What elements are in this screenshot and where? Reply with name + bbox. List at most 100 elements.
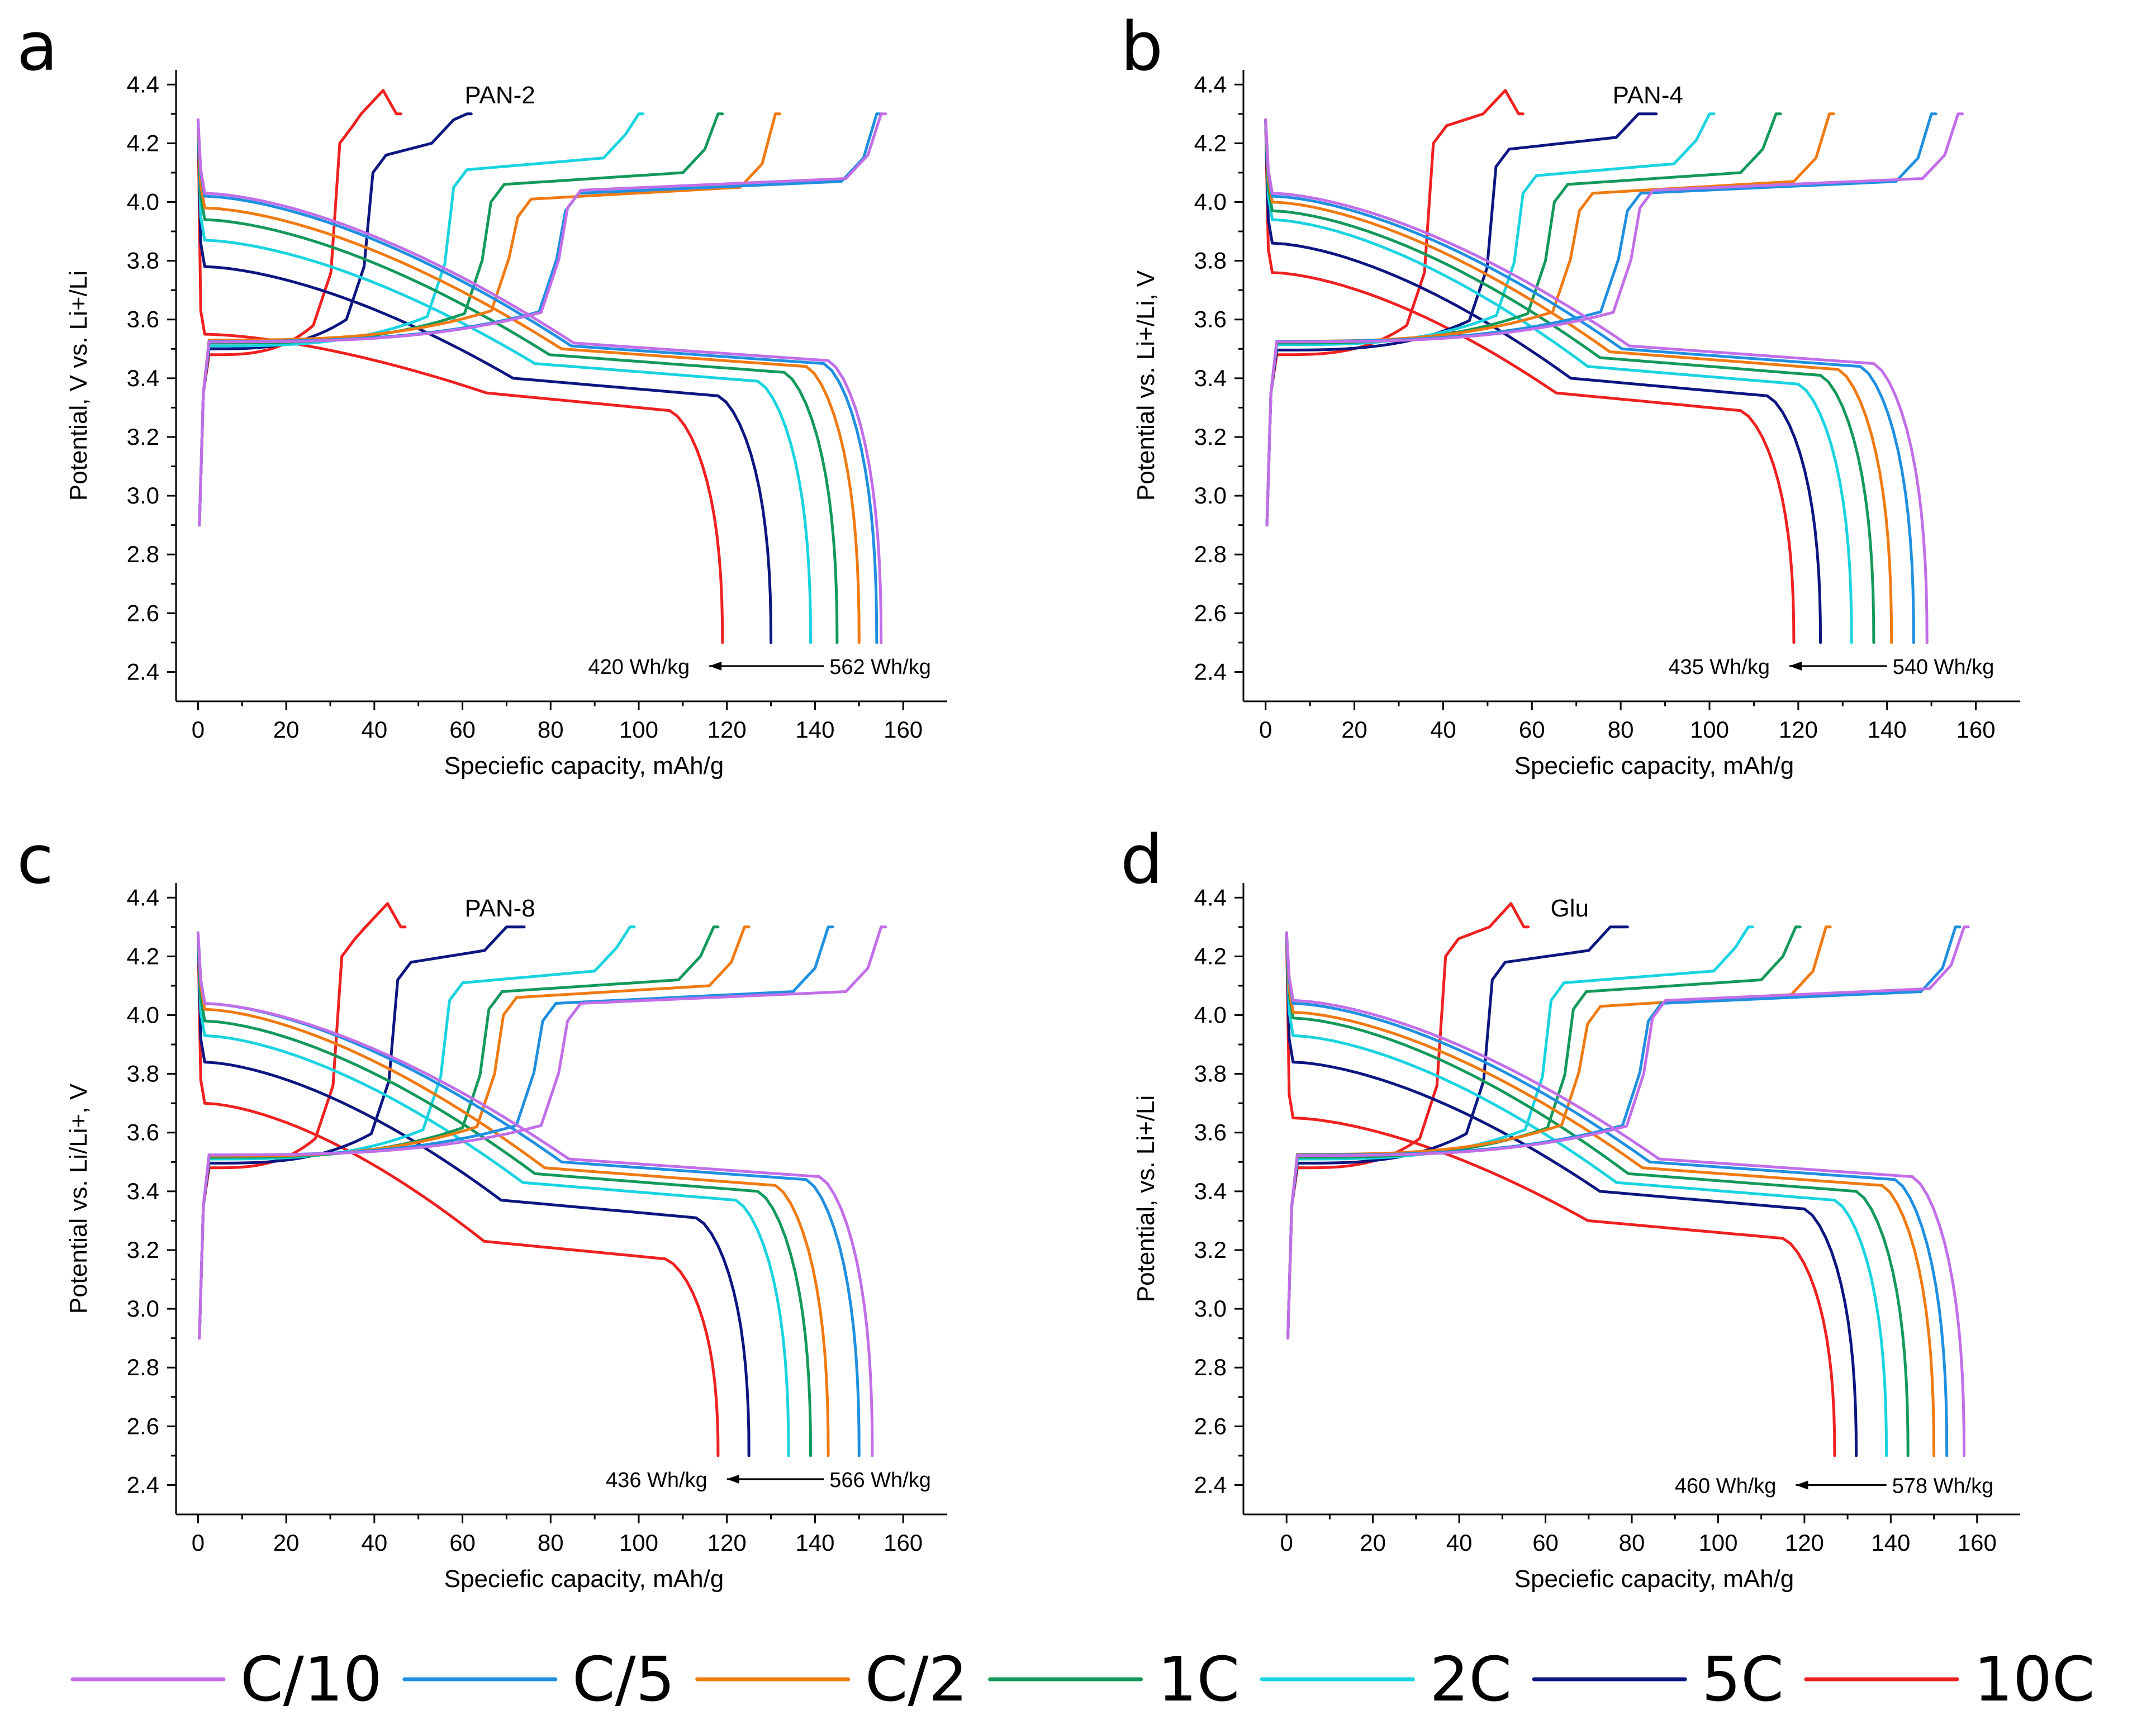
x-tick-label: 0 xyxy=(192,716,205,743)
series-group xyxy=(1264,89,1964,644)
panels: a 0 20 40 60 80 100 120 140 160 2.4 2.6 2.8 3.0 3.2 3.4… xyxy=(17,8,2020,1593)
discharge-curve-C-2 xyxy=(196,118,861,644)
panel-b: b 0 20 40 60 80 100 120 140 160 2.4 2.6 2.8 3.0 3.2 3.4… xyxy=(1120,8,2020,780)
x-tick-label: 60 xyxy=(1519,716,1545,743)
series-group xyxy=(1285,902,1970,1457)
y-tick-label: 3.8 xyxy=(1194,1061,1227,1087)
charge-curve-1C xyxy=(1286,925,1802,1340)
energy-density-low: 436 Wh/kg xyxy=(606,1469,707,1492)
y-tick-label: 4.0 xyxy=(127,189,159,215)
charge-curve-C-10 xyxy=(198,925,887,1340)
y-tick-label: 3.0 xyxy=(1194,482,1227,509)
y-tick-label: 2.8 xyxy=(1194,541,1227,567)
discharge-curve-1C xyxy=(1264,118,1875,644)
charge-curve-2C xyxy=(1286,925,1754,1340)
charge-curve-10C xyxy=(1265,89,1525,527)
panel-c: c 0 20 40 60 80 100 120 140 160 2.4 2.6 2.8 3.0 3.2 3.4… xyxy=(17,821,947,1593)
legend-label: 1C xyxy=(1158,1644,1240,1715)
sample-title: Glu xyxy=(1551,895,1589,922)
arrow-head-icon xyxy=(709,661,722,671)
charge-curve-2C xyxy=(1265,112,1716,527)
discharge-curve-2C xyxy=(196,931,790,1457)
legend-label: C/5 xyxy=(572,1644,675,1715)
x-tick-label: 140 xyxy=(795,1530,834,1556)
sample-title: PAN-8 xyxy=(464,895,535,922)
legend-label: C/2 xyxy=(865,1644,968,1715)
discharge-curve-C-5 xyxy=(1264,118,1915,644)
x-tick-label: 100 xyxy=(1698,1530,1737,1556)
charge-curve-2C xyxy=(198,112,645,527)
y-tick-label: 3.4 xyxy=(127,365,159,391)
x-tick-label: 0 xyxy=(192,1530,205,1556)
x-tick-label: 60 xyxy=(449,1530,476,1556)
charge-curve-5C xyxy=(198,925,526,1340)
x-tick-label: 20 xyxy=(273,716,300,743)
y-tick-label: 4.0 xyxy=(1194,1002,1227,1028)
x-tick-label: 40 xyxy=(1446,1530,1473,1556)
discharge-curve-5C xyxy=(1285,931,1858,1457)
x-tick-label: 100 xyxy=(1690,716,1729,743)
y-tick-label: 4.2 xyxy=(127,943,159,969)
charge-curve-C-10 xyxy=(1265,112,1964,527)
x-tick-label: 160 xyxy=(884,1530,923,1556)
x-tick-label: 140 xyxy=(1868,716,1907,743)
discharge-curve-1C xyxy=(196,931,812,1457)
series-group xyxy=(196,902,887,1457)
x-tick-label: 0 xyxy=(1259,716,1272,743)
y-tick-label: 4.4 xyxy=(127,884,159,910)
y-tick-label: 4.0 xyxy=(127,1002,159,1028)
y-tick-label: 3.0 xyxy=(127,1295,159,1322)
charge-curve-10C xyxy=(198,902,407,1340)
energy-density-high: 566 Wh/kg xyxy=(829,1469,931,1492)
charge-curve-C-10 xyxy=(198,112,887,527)
legend-label: 5C xyxy=(1702,1644,1784,1715)
y-tick-label: 3.6 xyxy=(127,306,159,332)
panel-a: a 0 20 40 60 80 100 120 140 160 2.4 2.6 2.8 3.0 3.2 3.4… xyxy=(17,8,947,780)
discharge-curve-5C xyxy=(196,931,751,1457)
charge-curve-10C xyxy=(198,89,402,527)
x-tick-label: 120 xyxy=(1779,716,1818,743)
discharge-curve-C-10 xyxy=(196,931,874,1457)
panel-d: d 0 20 40 60 80 100 120 140 160 2.4 2.6 2.8 3.0 3.2 3.4… xyxy=(1120,821,2020,1593)
y-tick-label: 3.2 xyxy=(127,424,159,450)
y-axis-title: Potential, V vs. Li+/Li xyxy=(65,270,92,501)
y-tick-label: 3.0 xyxy=(127,482,159,509)
y-tick-label: 2.6 xyxy=(127,1413,159,1439)
x-tick-label: 80 xyxy=(538,1530,564,1556)
discharge-curve-C-2 xyxy=(196,931,830,1457)
y-tick-label: 4.2 xyxy=(1194,130,1227,156)
discharge-curve-2C xyxy=(1285,931,1888,1457)
charge-curve-10C xyxy=(1286,902,1530,1340)
charge-curve-5C xyxy=(1286,925,1629,1340)
discharge-curve-C-2 xyxy=(1285,931,1936,1457)
charge-curve-C-10 xyxy=(1286,925,1970,1340)
discharge-curve-1C xyxy=(1285,931,1910,1457)
charge-curve-5C xyxy=(198,112,473,527)
discharge-curve-1C xyxy=(196,118,839,644)
y-axis-title: Potential vs. Li+/Li, V xyxy=(1132,270,1160,501)
y-tick-label: 2.8 xyxy=(1194,1354,1227,1380)
y-tick-label: 3.6 xyxy=(1194,306,1227,332)
y-tick-label: 4.2 xyxy=(127,130,159,156)
discharge-curve-10C xyxy=(1285,931,1836,1457)
x-tick-label: 160 xyxy=(884,716,923,743)
y-axis-title: Potential, vs. Li+/Li xyxy=(1132,1095,1160,1303)
y-tick-label: 3.2 xyxy=(1194,424,1227,450)
y-tick-label: 3.0 xyxy=(1194,1295,1227,1322)
arrow-head-icon xyxy=(726,1474,739,1484)
legend-label: 10C xyxy=(1974,1644,2095,1715)
energy-density-high: 562 Wh/kg xyxy=(829,656,931,679)
energy-density-low: 460 Wh/kg xyxy=(1675,1474,1777,1498)
x-axis-title: Speciefic capacity, mAh/g xyxy=(1514,1565,1794,1593)
y-tick-label: 3.6 xyxy=(1194,1119,1227,1146)
y-tick-label: 3.2 xyxy=(1194,1237,1227,1263)
x-tick-label: 0 xyxy=(1280,1530,1293,1556)
x-tick-label: 40 xyxy=(361,716,387,743)
x-axis-title: Speciefic capacity, mAh/g xyxy=(444,1565,724,1593)
discharge-curve-10C xyxy=(196,931,720,1457)
legend-label: 2C xyxy=(1430,1644,1512,1715)
legend: C/10 C/5 C/2 1C 2C 5C 10C xyxy=(70,1644,2095,1715)
discharge-curve-C-5 xyxy=(1285,931,1949,1457)
y-tick-label: 3.2 xyxy=(127,1237,159,1263)
energy-density-low: 420 Wh/kg xyxy=(588,656,690,679)
